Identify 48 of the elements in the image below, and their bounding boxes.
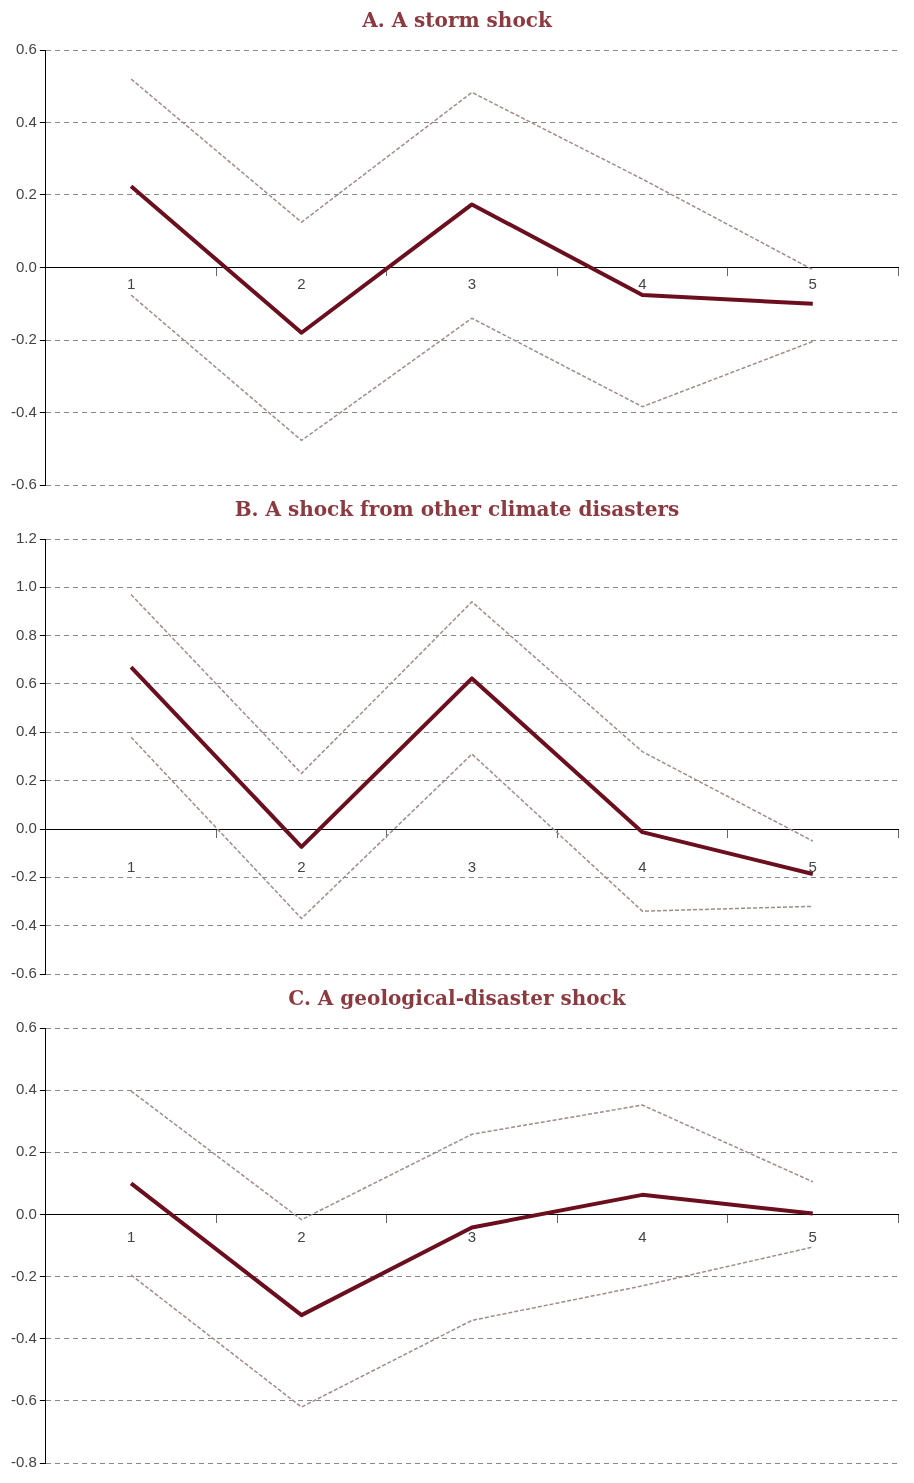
x-tick-label: 4	[638, 1227, 647, 1245]
y-tick-label: 0.2	[15, 1142, 37, 1160]
y-tick-label: 0.4	[15, 112, 37, 130]
x-tick-label: 2	[297, 858, 306, 876]
y-tick-label: -0.6	[10, 1391, 37, 1408]
chart-title: A. A storm shock	[361, 8, 554, 34]
x-tick-label: 5	[808, 274, 817, 292]
x-tick-label: 5	[808, 858, 817, 876]
y-tick-label: -0.2	[10, 330, 37, 348]
y-tick-label: -0.2	[10, 867, 37, 885]
x-tick-label: 1	[126, 1227, 136, 1245]
y-tick-label: 0.6	[15, 674, 37, 692]
y-tick-label: 0.4	[15, 1080, 37, 1098]
y-tick-label: -0.6	[10, 475, 37, 493]
y-tick-label: -0.4	[10, 1328, 37, 1346]
y-tick-label: 1.2	[15, 529, 37, 547]
y-tick-label: 0.0	[15, 257, 37, 275]
line-series	[130, 294, 814, 442]
x-tick-label: 4	[638, 274, 647, 292]
chart-title: C. A geological-disaster shock	[287, 986, 627, 1012]
y-tick-label: -0.2	[10, 1266, 37, 1284]
line-series	[130, 1090, 814, 1221]
y-tick-label: -0.4	[10, 915, 37, 933]
y-tick-label: 0.0	[15, 819, 37, 837]
y-tick-label: -0.4	[10, 402, 37, 420]
x-tick-label: 3	[467, 858, 477, 876]
x-tick-label: 4	[638, 858, 647, 876]
y-tick-label: -0.6	[10, 964, 37, 982]
x-tick-label: 5	[808, 1227, 817, 1245]
y-tick-label: 0.8	[15, 625, 37, 643]
y-tick-label: 0.4	[15, 722, 37, 740]
line-series	[130, 1246, 814, 1408]
y-tick-label: 0.6	[15, 1018, 37, 1036]
x-tick-label: 1	[126, 858, 136, 876]
x-tick-label: 2	[297, 1227, 306, 1245]
chart-title: B. A shock from other climate disasters	[233, 497, 681, 523]
y-tick-label: 0.2	[15, 770, 37, 788]
line-series	[130, 78, 814, 271]
x-tick-label: 3	[467, 274, 477, 292]
x-tick-label: 3	[467, 1227, 477, 1245]
y-tick-label: 0.2	[15, 185, 37, 203]
y-tick-label: 1.0	[15, 577, 37, 595]
x-tick-label: 1	[126, 274, 136, 292]
y-tick-label: -0.8	[10, 1453, 37, 1471]
x-tick-label: 2	[297, 274, 306, 292]
y-tick-label: 0.0	[15, 1204, 37, 1222]
line-series	[130, 593, 814, 842]
y-tick-label: 0.6	[15, 40, 37, 58]
